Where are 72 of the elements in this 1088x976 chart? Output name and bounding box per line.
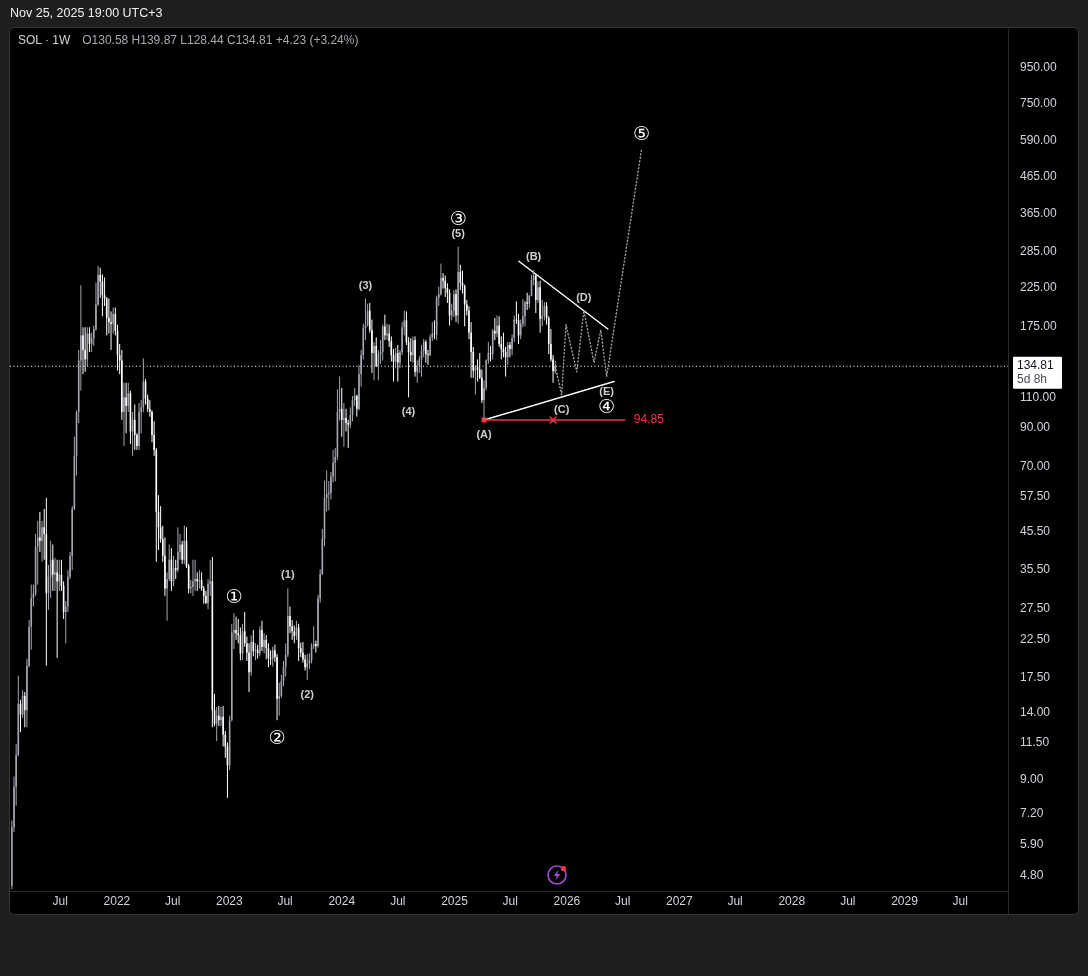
candlestick	[194, 559, 196, 592]
text: Nov 25, 2025 19:00 UTC+3	[10, 6, 163, 21]
annotation: ②	[268, 726, 286, 749]
x-tick-label: Jul	[164, 894, 181, 909]
annotation: (C)	[554, 402, 570, 415]
y-tick-label: 7.20	[1020, 806, 1044, 821]
annotation: (1)	[281, 568, 295, 581]
annotation: (2)	[300, 688, 315, 701]
x-tick-label: 2029	[891, 894, 919, 909]
candlestick	[205, 590, 207, 605]
x-tick-label: Jul	[727, 894, 743, 909]
y-tick-label: 5.90	[1020, 836, 1044, 851]
y-tick-label: 70.00	[1020, 458, 1051, 473]
ref-line-label: 134.81 5d 8h	[1017, 358, 1055, 387]
candlestick	[537, 280, 539, 304]
y-tick-label: 365.00	[1020, 206, 1058, 221]
x-tick-label: Jul	[390, 894, 406, 909]
x-tick-label: 2022	[103, 894, 131, 909]
x-tick-label: 2028	[778, 894, 806, 909]
y-tick-label: 175.00	[1020, 318, 1058, 333]
annotation: ③	[449, 206, 467, 229]
annotation: (B)	[526, 250, 542, 263]
candlestick	[315, 640, 317, 654]
x-tick-label: 2024	[328, 894, 356, 909]
candlestick	[56, 559, 58, 659]
annotation: (D)	[576, 290, 592, 303]
y-tick-label: 57.50	[1020, 488, 1051, 503]
y-tick-label: 9.00	[1020, 772, 1044, 787]
y-tick-label: 465.00	[1020, 169, 1058, 184]
y-tick-label: 90.00	[1020, 420, 1051, 435]
annotation: (4)	[401, 405, 416, 418]
x-tick-label: 2025	[441, 894, 469, 909]
x-tick-label: Jul	[502, 894, 518, 909]
data-label: 94.85	[633, 412, 665, 427]
annotation: ①	[225, 585, 243, 608]
x-tick-label: Jul	[52, 894, 68, 909]
line-series	[554, 149, 643, 396]
candlestick	[453, 289, 455, 318]
annotation: ⑤	[632, 122, 650, 145]
annotation: (A)	[476, 427, 493, 440]
candlestick	[192, 559, 194, 597]
candlestick	[373, 341, 375, 381]
candlestick	[539, 280, 541, 334]
y-tick-label: 17.50	[1020, 670, 1051, 685]
y-tick-label: 4.80	[1020, 868, 1044, 883]
text: SOL · 1W	[18, 33, 71, 48]
x-tick-label: Jul	[840, 894, 856, 909]
text: O130.58 H139.87 L128.44 C134.81 +4.23 (+3.24%)	[82, 33, 359, 48]
y-tick-label: 22.50	[1020, 632, 1051, 647]
x-tick-label: 2026	[553, 894, 581, 909]
candlestick	[261, 620, 263, 652]
x-tick-label: Jul	[952, 894, 968, 909]
candlestick	[177, 526, 179, 573]
x-tick-label: 2027	[665, 894, 694, 909]
y-tick-label: 285.00	[1020, 244, 1058, 259]
candlestick	[138, 402, 140, 451]
y-tick-label: 35.50	[1020, 562, 1051, 577]
annotation: (5)	[451, 226, 466, 239]
candlestick	[509, 341, 511, 358]
y-tick-label: 590.00	[1020, 132, 1058, 147]
y-tick-label: 950.00	[1020, 60, 1058, 75]
annotation: (3)	[358, 278, 373, 291]
x-tick-label: Jul	[614, 894, 631, 909]
y-tick-label: 11.50	[1020, 734, 1050, 749]
y-tick-label: 750.00	[1020, 96, 1058, 111]
y-tick-label: 225.00	[1020, 280, 1058, 295]
x-tick-label: Jul	[277, 894, 293, 909]
y-tick-label: 14.00	[1020, 704, 1051, 719]
x-tick-label: 2023	[215, 894, 243, 909]
y-tick-label: 27.50	[1020, 601, 1051, 616]
y-tick-label: 110.00	[1020, 389, 1057, 404]
y-tick-label: 45.50	[1020, 524, 1051, 539]
